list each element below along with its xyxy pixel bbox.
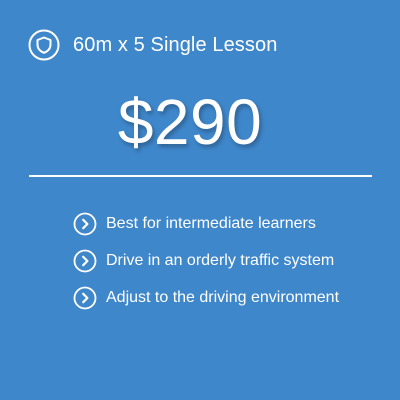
price-amount: $290 <box>117 86 263 158</box>
feature-item: Adjust to the driving environment <box>73 284 339 312</box>
feature-item: Best for intermediate learners <box>73 210 339 238</box>
feature-label: Drive in an orderly traffic system <box>106 252 335 269</box>
feature-label: Adjust to the driving environment <box>106 289 340 306</box>
feature-item: Drive in an orderly traffic system <box>73 247 339 275</box>
chevron-right-circle-icon <box>73 249 97 273</box>
lesson-title: 60m x 5 Single Lesson <box>73 34 278 56</box>
chevron-right-circle-icon <box>73 286 97 310</box>
feature-label: Best for intermediate learners <box>106 215 316 232</box>
feature-list: Best for intermediate learners Drive in … <box>73 210 339 321</box>
shield-icon <box>28 29 60 61</box>
card-header: 60m x 5 Single Lesson <box>28 29 277 61</box>
divider <box>29 175 372 177</box>
chevron-right-circle-icon <box>73 212 97 236</box>
